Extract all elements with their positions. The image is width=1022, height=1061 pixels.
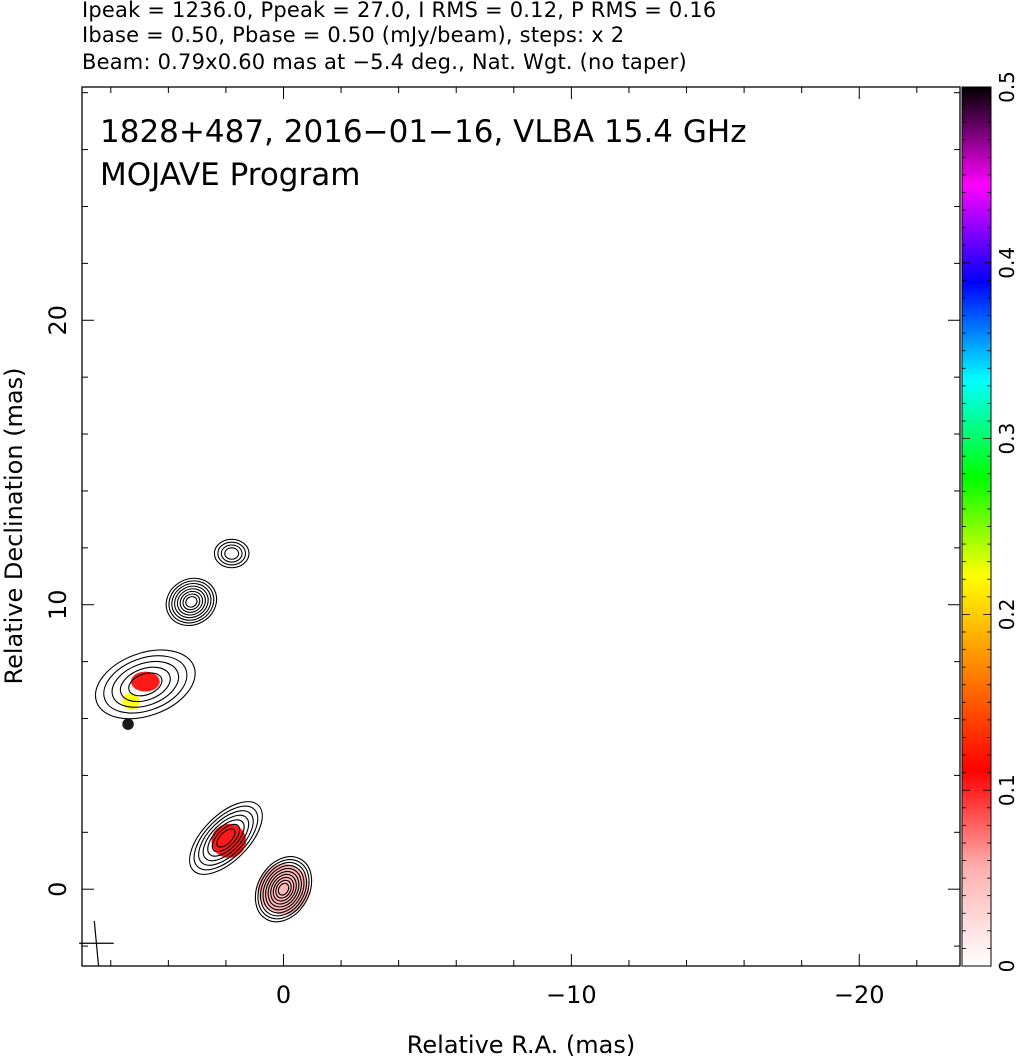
contour-component-3 bbox=[165, 577, 218, 627]
colorbar-tick-label: 0.4 bbox=[995, 247, 1019, 279]
colorbar-tick-label: 0.3 bbox=[995, 423, 1019, 455]
contour-level bbox=[213, 538, 250, 569]
contour-level bbox=[207, 819, 245, 857]
y-tick-label: 10 bbox=[44, 589, 72, 620]
contour-level bbox=[272, 876, 295, 902]
contour-level bbox=[168, 580, 215, 624]
x-tick-label: −20 bbox=[834, 981, 885, 1009]
contour-component-1 bbox=[189, 801, 263, 875]
contour-level bbox=[267, 870, 300, 908]
x-axis-label: Relative R.A. (mas) bbox=[407, 1031, 635, 1059]
axis-ticks: 0 −10 −20 0 10 20 bbox=[44, 87, 960, 1009]
chart-title: 1828+487, 2016−01−16, VLBA 15.4 GHz bbox=[100, 114, 746, 150]
colorbar-tick-label: 0 bbox=[995, 960, 1019, 973]
contour-level bbox=[119, 666, 171, 703]
polarization-patch-4 bbox=[122, 718, 134, 730]
contour-level bbox=[254, 856, 313, 923]
contour-level bbox=[211, 823, 241, 853]
contour-level bbox=[277, 882, 290, 896]
contour-level bbox=[176, 588, 206, 616]
contour-level bbox=[182, 593, 201, 611]
y-tick-label: 0 bbox=[44, 882, 72, 897]
contour-level bbox=[224, 547, 240, 560]
contour-level bbox=[179, 590, 204, 613]
contour-level bbox=[270, 873, 297, 905]
contour-level bbox=[174, 585, 209, 619]
plot-frame bbox=[81, 86, 961, 967]
contour-level bbox=[202, 814, 250, 862]
header-line-1: Ipeak = 1236.0, Ppeak = 27.0, I RMS = 0.… bbox=[82, 0, 717, 22]
contour-component-4 bbox=[213, 538, 250, 569]
contour-level bbox=[185, 596, 198, 608]
contour-level bbox=[217, 541, 247, 566]
polarization-patch-2 bbox=[130, 671, 160, 692]
contour-level bbox=[111, 660, 180, 708]
contour-level bbox=[275, 879, 292, 899]
y-tick-label: 20 bbox=[44, 305, 72, 336]
header-line-3: Beam: 0.79x0.60 mas at −5.4 deg., Nat. W… bbox=[82, 50, 687, 74]
contour-level bbox=[259, 862, 308, 917]
contour-level bbox=[94, 649, 196, 720]
contour-level bbox=[103, 655, 188, 714]
colorbar-tick-label: 0.2 bbox=[995, 598, 1019, 630]
contour-layer bbox=[94, 538, 313, 923]
header-line-2: Ibase = 0.50, Pbase = 0.50 (mJy/beam), s… bbox=[82, 23, 625, 47]
contour-level bbox=[128, 672, 163, 697]
colorbar bbox=[961, 86, 992, 967]
contour-component-0 bbox=[254, 856, 313, 923]
contour-level bbox=[216, 828, 236, 848]
colorbar-tick-label: 0.5 bbox=[995, 71, 1019, 103]
contour-level bbox=[171, 582, 212, 621]
y-axis-label: Relative Declination (mas) bbox=[0, 367, 28, 684]
x-tick-label: 0 bbox=[276, 981, 291, 1009]
beam-marker bbox=[79, 920, 114, 966]
contour-level bbox=[265, 867, 302, 911]
contour-level bbox=[189, 801, 263, 875]
contour-level bbox=[257, 859, 310, 920]
contour-level bbox=[165, 577, 218, 627]
contour-level bbox=[198, 810, 254, 866]
colorbar-tick-label: 0.1 bbox=[995, 774, 1019, 806]
colorbar-ticks: 0 0.1 0.2 0.3 0.4 0.5 bbox=[962, 71, 1019, 972]
contour-level bbox=[262, 864, 305, 914]
contour-component-2 bbox=[94, 649, 196, 720]
polarization-patch-3 bbox=[122, 692, 140, 710]
polarization-patch-5 bbox=[33, 528, 45, 545]
contour-level bbox=[220, 544, 243, 563]
chart-subtitle: MOJAVE Program bbox=[100, 157, 360, 193]
x-tick-label: −10 bbox=[546, 981, 597, 1009]
polarization-layer bbox=[33, 528, 310, 915]
beam-major-axis bbox=[93, 920, 100, 966]
contour-level bbox=[193, 805, 259, 871]
